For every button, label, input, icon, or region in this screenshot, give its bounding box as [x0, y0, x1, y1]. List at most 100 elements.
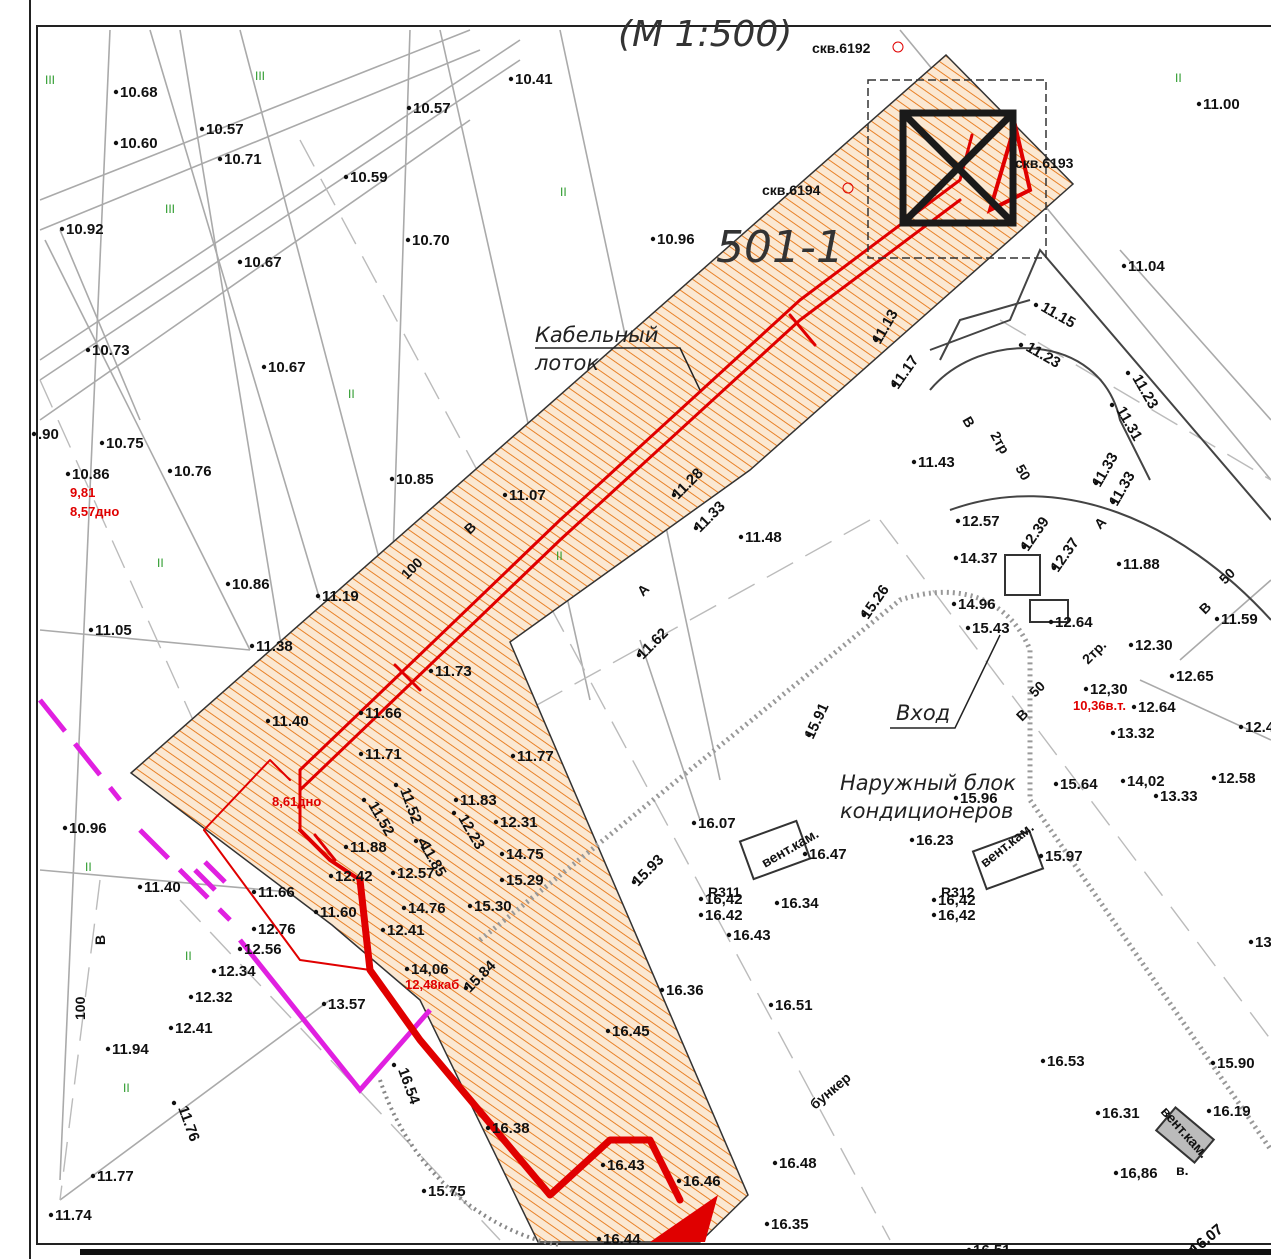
elevation-point	[802, 851, 808, 857]
elevation-point	[691, 820, 697, 826]
elevation-point	[171, 1100, 177, 1106]
elevation-label: 11.40	[272, 713, 309, 730]
elevation-point	[358, 710, 364, 716]
elevation-point	[768, 1002, 774, 1008]
elevation-label: 11.94	[112, 1041, 149, 1058]
elevation-label: 11.43	[918, 454, 955, 471]
elevation-label: 10.92	[66, 221, 104, 238]
elevation-label: 16.34	[781, 895, 819, 912]
elevation-label: 12.32	[195, 989, 233, 1006]
cable-mark-b-left: В	[92, 935, 108, 945]
elevation-point	[343, 844, 349, 850]
small-structures	[738, 554, 1216, 1164]
elevation-point	[167, 468, 173, 474]
elevation-label: 16.54	[394, 1066, 423, 1108]
elevation-point	[965, 625, 971, 631]
elevation-label: 12.30	[1135, 637, 1173, 654]
grass-marker: III	[165, 202, 175, 216]
elevation-label: 16.35	[771, 1216, 809, 1233]
benchmark-r312: R312	[941, 884, 975, 900]
elevation-label: 16,86	[1120, 1165, 1158, 1182]
elevation-label: 13.32	[1117, 725, 1155, 742]
elevation-label: 10.67	[244, 254, 282, 271]
cable-mark-100-left: 100	[72, 996, 88, 1020]
elevation-label: 11.07	[509, 487, 546, 504]
elevation-label: 11.73	[435, 663, 472, 680]
elevation-point	[313, 909, 319, 915]
elevation-point	[389, 476, 395, 482]
well-6194-icon	[842, 182, 854, 194]
well-6192: скв.6192	[812, 40, 871, 56]
map-frame	[36, 25, 1271, 1245]
elevation-point	[113, 89, 119, 95]
cable-mark-2tr: 2тр	[987, 429, 1012, 457]
elevation-label: 15.29	[506, 872, 544, 889]
elevation-label: 10.57	[206, 121, 244, 138]
cable-mark-b2: В	[959, 414, 978, 431]
elevation-point	[380, 927, 386, 933]
elevation-label: 16.47	[809, 846, 847, 863]
scale-label: (М 1:500)	[618, 14, 792, 55]
elevation-point	[391, 1062, 397, 1068]
elevation-point	[1248, 939, 1254, 945]
grass-marker: III	[255, 69, 265, 83]
elevation-point	[467, 903, 473, 909]
elevation-label: 12.65	[1176, 668, 1214, 685]
elevation-label: 11.31	[1113, 404, 1146, 444]
elevation-label: 11.60	[320, 904, 357, 921]
elevation-label: 16.43	[607, 1157, 645, 1174]
elevation-point	[188, 994, 194, 1000]
elevation-point	[168, 1025, 174, 1031]
benchmark-r311: R311	[708, 884, 741, 900]
elevation-point	[1021, 544, 1027, 550]
grass-marker: II	[185, 949, 192, 963]
elevation-label: 15.97	[1045, 848, 1083, 865]
elevation-label: 10.96	[657, 231, 695, 248]
elevation-point	[693, 525, 699, 531]
elevation-point	[1109, 402, 1115, 408]
elevation-label: 10.75	[106, 435, 144, 452]
elevation-point	[199, 126, 205, 132]
elevation-point	[390, 870, 396, 876]
road-edges	[929, 248, 1271, 621]
elevation-label: 10.73	[92, 342, 130, 359]
grass-marker: II	[1175, 71, 1182, 85]
elevation-label: 16,42	[938, 907, 976, 924]
elevation-point	[401, 905, 407, 911]
elevation-point	[596, 1236, 602, 1242]
elevation-point	[404, 966, 410, 972]
elevation-label: 11.40	[144, 879, 181, 896]
well-6193: скв.6193	[1015, 155, 1074, 171]
elevation-point	[249, 643, 255, 649]
elevation-label: 15.90	[1217, 1055, 1255, 1072]
cable-tray-annotation-1: Кабельный	[535, 323, 658, 347]
elevation-point	[698, 912, 704, 918]
red-fill	[650, 1195, 718, 1242]
elevation-label: 11.83	[460, 792, 497, 809]
elevation-label: 16.45	[612, 1023, 650, 1040]
elevation-point	[1131, 704, 1137, 710]
elevation-point	[510, 753, 516, 759]
elevation-point	[211, 968, 217, 974]
elevation-point	[343, 174, 349, 180]
ac-unit-annotation-1: Наружный блок	[840, 771, 1016, 795]
red-label-w2: 8,61дно	[272, 794, 321, 809]
elevation-point	[1210, 1060, 1216, 1066]
elevation-point	[1128, 642, 1134, 648]
elevation-point	[911, 459, 917, 465]
red-label-w4: 10,36в.т.	[1073, 698, 1126, 713]
elevation-point	[951, 601, 957, 607]
elevation-label: 11.76	[174, 1104, 203, 1144]
elevation-point	[806, 732, 812, 738]
elevation-label: 10.86	[232, 576, 270, 593]
elevation-label: 14.96	[958, 596, 996, 613]
elevation-label: 11.88	[1123, 556, 1160, 573]
elevation-label: 15.91	[801, 700, 832, 741]
elevation-label: 11.19	[322, 588, 359, 605]
elevation-label: 11.77	[517, 748, 554, 765]
elevation-point	[1169, 673, 1175, 679]
elevation-point	[105, 1046, 111, 1052]
elevation-point	[1018, 342, 1024, 348]
elevation-point	[698, 896, 704, 902]
elevation-label: 16.42	[705, 907, 743, 924]
